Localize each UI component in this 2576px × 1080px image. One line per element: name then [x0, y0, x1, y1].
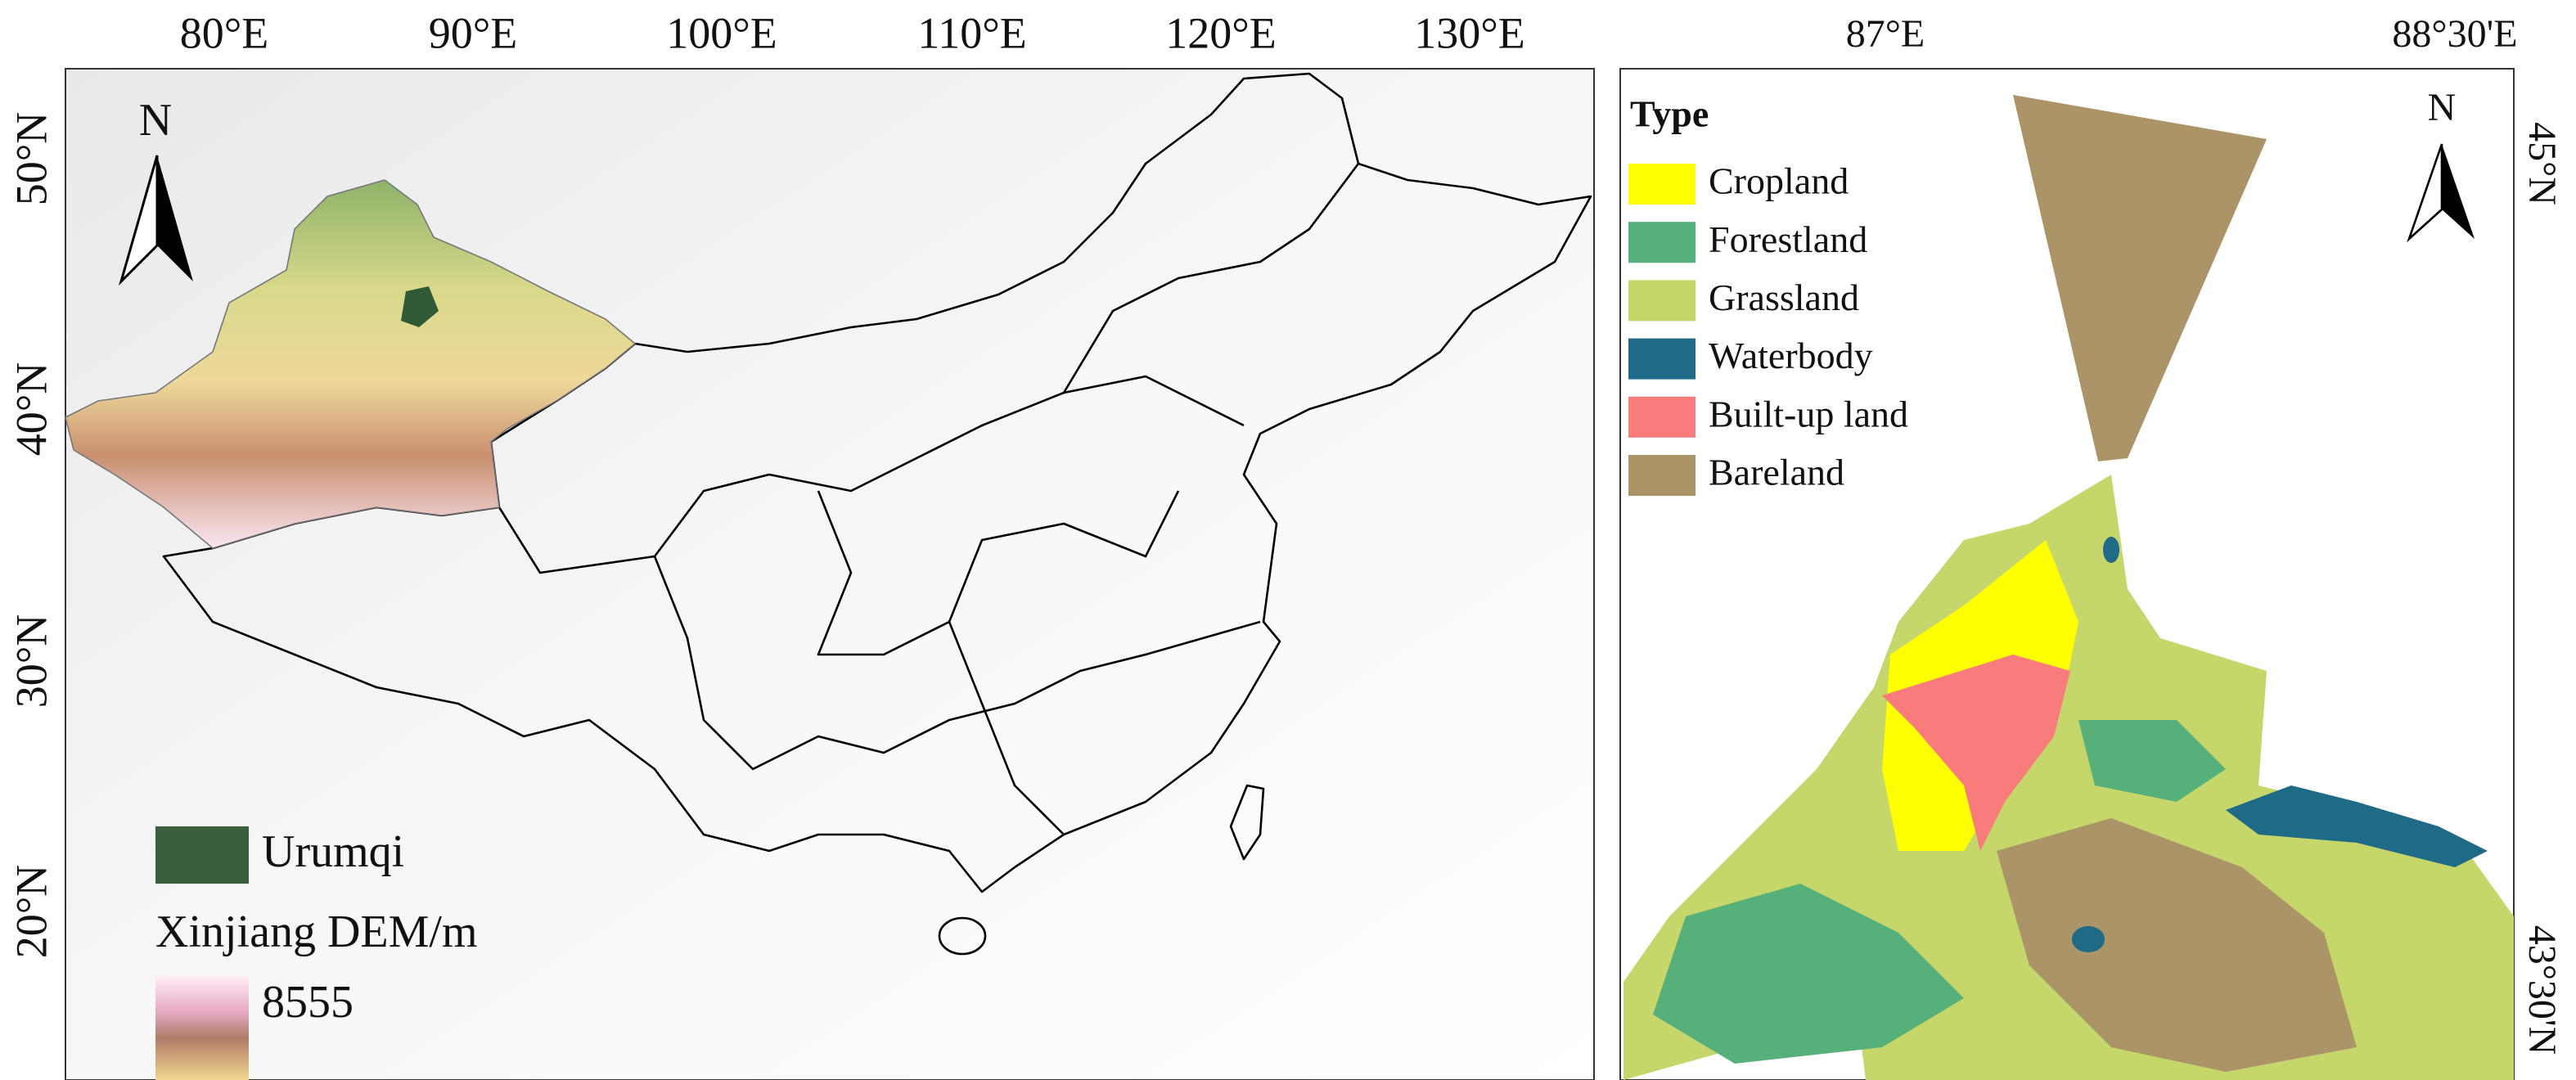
legend-swatch: [1628, 280, 1696, 322]
labels: 80°E 90°E 100°E 110°E 120°E 130°E 50°N 40°N 30°N…: [7, 8, 2564, 1055]
lon-label: 80°E: [180, 8, 269, 57]
forest-region: [2078, 720, 2226, 802]
dem-bar: [155, 975, 249, 1080]
legend-swatch: [1628, 455, 1696, 496]
province-border: [948, 621, 1065, 835]
legend-title: Xinjiang DEM/m: [155, 907, 478, 957]
legend-swatch: [1628, 222, 1696, 263]
legend-label: Urumqi: [262, 826, 404, 877]
forest-region: [1653, 884, 1964, 1064]
lat-label: 40°N: [7, 362, 56, 457]
legend-label: Waterbody: [1709, 335, 1873, 376]
legend-label: Cropland: [1709, 160, 1849, 202]
bareland-south: [1997, 818, 2357, 1072]
lat-label: 43°30'N: [2520, 925, 2564, 1055]
lon-label: 100°E: [666, 8, 777, 57]
waterbody-region: [2226, 785, 2488, 867]
lat-label: 45°N: [2520, 122, 2564, 205]
legend-title: Type: [1630, 93, 1709, 135]
north-arrow-right: [2407, 143, 2475, 243]
urumqi-swatch: [155, 826, 249, 884]
lon-label: 87°E: [1846, 12, 1925, 56]
lon-label: 130°E: [1414, 8, 1525, 57]
lat-label: 20°N: [7, 865, 56, 959]
lake: [2072, 926, 2105, 952]
legend-swatch: [1628, 396, 1696, 438]
builtup-region: [1882, 655, 2070, 851]
lon-label: 120°E: [1165, 8, 1277, 57]
province-border: [653, 556, 1261, 771]
legend-label: Built-up land: [1709, 393, 1908, 434]
china-outline: [162, 72, 1592, 893]
taiwan: [1229, 784, 1265, 861]
north-label: N: [2428, 86, 2457, 129]
province-border: [498, 375, 1245, 574]
province-border: [1062, 163, 1360, 394]
lat-label: 30°N: [7, 614, 56, 709]
lon-label: 90°E: [429, 8, 518, 57]
legend-swatch: [1628, 164, 1696, 205]
hainan: [938, 916, 987, 956]
legend-swatch: [1628, 338, 1696, 380]
xinjiang-dem: [65, 179, 637, 549]
lat-label: 50°N: [7, 112, 56, 206]
legend-label: Bareland: [1709, 452, 1844, 493]
north-label: N: [139, 95, 172, 146]
north-arrow-left: [118, 155, 193, 286]
lon-label: 88°30'E: [2392, 12, 2517, 56]
lon-label: 110°E: [917, 8, 1027, 57]
lake: [2103, 537, 2119, 563]
legend-value: 8555: [262, 977, 354, 1028]
map-group: 80°E 90°E 100°E 110°E 120°E 130°E 50°N 40°N 30°N…: [7, 8, 2564, 1080]
urumqi-area: [401, 286, 439, 327]
legend-label: Grassland: [1709, 277, 1859, 318]
bareland-top: [2013, 95, 2267, 461]
legend-label: Forestland: [1709, 218, 1867, 260]
